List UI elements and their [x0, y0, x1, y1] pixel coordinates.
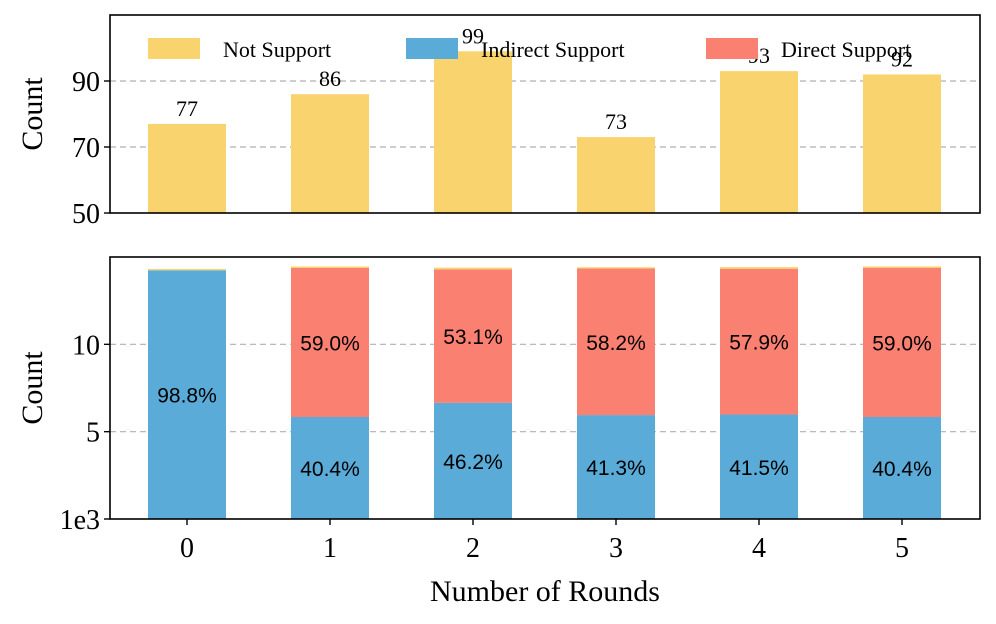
bar-segment-not-support [863, 266, 941, 269]
bar-value-label: 86 [319, 66, 341, 91]
bottom-y-tick-label: 10 [72, 330, 100, 361]
bar-segment-not-support [148, 268, 226, 271]
top-plot-frame [109, 14, 981, 214]
indirect-percent-label: 41.3% [586, 457, 646, 480]
legend-label: Not Support [223, 37, 331, 62]
direct-percent-label: 58.2% [586, 332, 646, 355]
bar-not-support [863, 74, 941, 214]
bar-not-support [720, 71, 798, 213]
legend-swatch [148, 38, 200, 59]
bar-segment-not-support [720, 267, 798, 269]
bar-not-support [434, 51, 512, 213]
indirect-percent-label: 41.5% [729, 457, 789, 480]
bar-segment-direct-support [291, 268, 369, 417]
top-y-tick-label: 50 [72, 199, 100, 230]
indirect-percent-label: 40.4% [300, 458, 360, 481]
top-gridlines [110, 80, 980, 148]
top-y-tick-label: 70 [72, 133, 100, 164]
top-y-axis-title: Count [16, 77, 49, 151]
top-bars [148, 51, 941, 214]
bar-segment-indirect-support [577, 415, 655, 519]
bar-not-support [291, 94, 369, 213]
bar-segment-not-support [434, 267, 512, 270]
direct-percent-label: 57.9% [729, 332, 789, 355]
bottom-y-tick-label: 5 [86, 418, 100, 449]
bar-segment-direct-support [863, 268, 941, 417]
x-tick-label: 5 [895, 533, 909, 564]
bar-value-label: 73 [605, 109, 627, 134]
legend-swatch [406, 38, 458, 59]
bottom-panel: 98.8% 40.4% 59.0% 46.2% 53.1% 41.3% 58.2% 41.5%… [16, 256, 981, 608]
direct-percent-label: 59.0% [872, 332, 932, 355]
bar-not-support [577, 137, 655, 213]
bottom-plot-frame [109, 256, 981, 520]
top-y-tick-label: 90 [72, 67, 100, 98]
bar-segment-indirect-support [291, 416, 369, 519]
bar-segment-not-support [577, 267, 655, 269]
bar-segment-direct-support [577, 268, 655, 416]
bar-segment-indirect-support [720, 414, 798, 519]
legend-swatch [706, 38, 758, 59]
bar-segment-direct-support [434, 269, 512, 403]
legend-label: Direct Support [781, 37, 911, 62]
x-axis-title: Number of Rounds [430, 575, 660, 608]
bottom-gridlines [110, 343, 980, 433]
bar-value-label: 92 [891, 46, 913, 71]
legend: Not Support Indirect Support Direct Suppor… [148, 37, 911, 62]
x-tick-label: 4 [752, 533, 766, 564]
x-tick-label: 0 [180, 533, 194, 564]
bottom-y-ticks: 1e3 5 10 [60, 330, 110, 536]
bottom-bar-labels: 98.8% 40.4% 59.0% 46.2% 53.1% 41.3% 58.2% 41.5%… [157, 326, 932, 481]
direct-percent-label: 53.1% [443, 326, 503, 349]
bottom-y-axis-title: Count [16, 351, 49, 425]
indirect-percent-label: 40.4% [872, 458, 932, 481]
bottom-y-tick-label: 1e3 [60, 505, 100, 536]
bar-segment-not-support [291, 266, 369, 269]
legend-label: Indirect Support [481, 37, 625, 62]
top-y-ticks: 50 70 90 [72, 67, 110, 230]
bar-segment-direct-support [720, 268, 798, 415]
bar-segment-indirect-support [148, 270, 226, 519]
indirect-percent-label: 98.8% [157, 385, 217, 408]
bar-value-label: 99 [462, 23, 484, 48]
x-tick-label: 1 [323, 533, 337, 564]
bar-segment-indirect-support [434, 402, 512, 519]
x-tick-label: 3 [609, 533, 623, 564]
bar-segment-indirect-support [863, 416, 941, 519]
bar-value-label: 77 [176, 96, 198, 121]
indirect-percent-label: 46.2% [443, 451, 503, 474]
x-tick-label: 2 [466, 533, 480, 564]
x-ticks: 0 1 2 3 4 5 [180, 519, 909, 564]
direct-percent-label: 59.0% [300, 332, 360, 355]
bar-not-support [148, 123, 226, 213]
bottom-bars [148, 266, 941, 519]
